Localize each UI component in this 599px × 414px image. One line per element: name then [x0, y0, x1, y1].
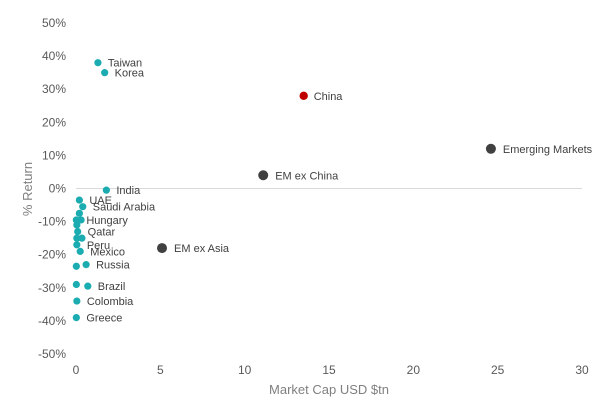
data-point	[73, 221, 81, 229]
data-point	[79, 203, 87, 211]
x-tick-label: 5	[157, 363, 164, 377]
point-label: China	[314, 91, 344, 103]
data-point	[72, 262, 80, 270]
point-label: Saudi Arabia	[93, 202, 156, 214]
x-axis-ticks: 0 5 10 15 20 25 30	[73, 363, 589, 377]
point-label: Taiwan	[108, 58, 142, 70]
point-label: Colombia	[87, 296, 134, 308]
point-label: UAE	[89, 195, 112, 207]
point-label: India	[116, 185, 141, 197]
x-tick-label: 10	[238, 363, 252, 377]
data-point	[84, 282, 92, 290]
x-axis-title: Market Cap USD $tn	[269, 382, 389, 397]
data-point	[157, 243, 168, 254]
x-tick-label: 30	[575, 363, 589, 377]
data-point	[75, 209, 83, 217]
y-tick-label: -20%	[38, 248, 66, 262]
y-tick-label: 0%	[49, 182, 67, 196]
data-point	[73, 234, 81, 242]
data-point	[258, 170, 269, 181]
y-tick-label: 10%	[42, 148, 66, 162]
data-point	[77, 216, 85, 224]
y-tick-label: 50%	[42, 16, 66, 30]
data-point	[299, 91, 308, 101]
data-point	[94, 59, 102, 67]
point-label: Hungary	[86, 215, 128, 227]
data-point	[75, 196, 83, 204]
y-axis-title: % Return	[20, 162, 35, 216]
data-point	[73, 241, 81, 249]
y-tick-label: -10%	[38, 215, 66, 229]
point-label: Qatar	[88, 227, 116, 239]
y-tick-label: -50%	[38, 347, 66, 361]
y-tick-label: -40%	[38, 314, 66, 328]
point-label: Peru	[87, 240, 110, 252]
x-tick-label: 20	[407, 363, 421, 377]
x-tick-label: 0	[73, 363, 80, 377]
x-tick-label: 25	[491, 363, 505, 377]
point-label: Korea	[115, 68, 145, 80]
data-point	[82, 261, 90, 269]
data-point	[72, 280, 80, 289]
point-label: Russia	[96, 260, 131, 272]
x-tick-label: 15	[322, 363, 336, 377]
data-point	[78, 234, 86, 242]
point-label: EM ex China	[275, 170, 339, 182]
point-label: Mexico	[90, 246, 125, 258]
point-label: Emerging Markets	[503, 144, 593, 156]
point-label: EM ex Asia	[174, 243, 230, 255]
data-point	[102, 186, 110, 194]
point-label: Brazil	[98, 281, 126, 293]
data-points	[72, 59, 496, 322]
data-point	[72, 313, 80, 322]
data-point	[73, 297, 81, 305]
data-point	[101, 69, 109, 77]
data-point	[76, 247, 84, 255]
y-tick-label: 40%	[42, 49, 66, 63]
data-point	[74, 227, 82, 236]
point-label: Greece	[86, 313, 122, 325]
y-axis-ticks: 50% 40% 30% 20% 10% 0% -10% -20% -30% -40% -50%	[38, 16, 66, 361]
y-tick-label: -30%	[38, 281, 66, 295]
data-point	[485, 143, 496, 154]
y-tick-label: 30%	[42, 82, 66, 96]
y-tick-label: 20%	[42, 115, 66, 129]
